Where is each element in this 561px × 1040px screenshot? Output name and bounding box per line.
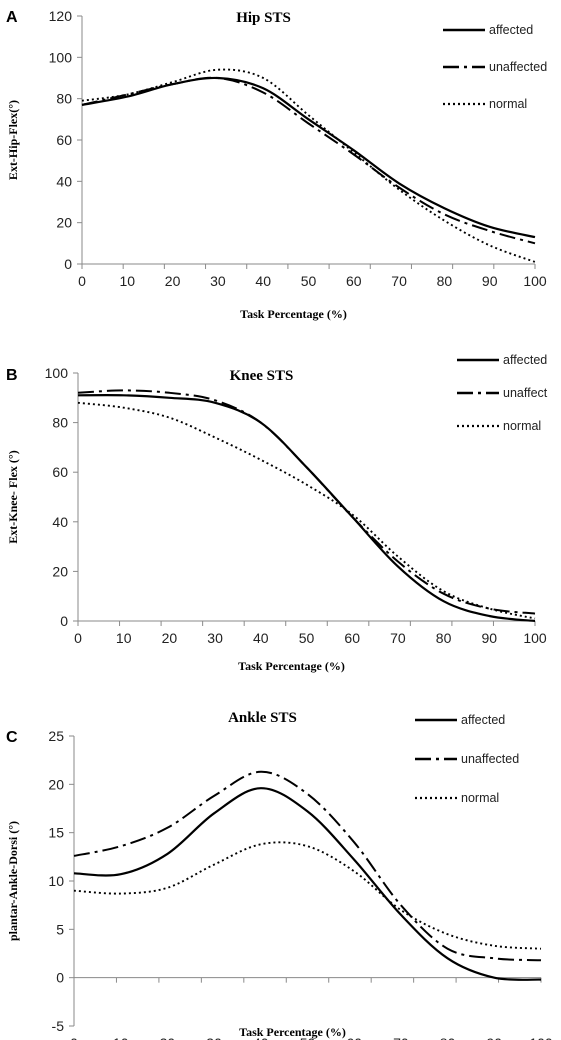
panel-c-x-tick-label: 40 bbox=[253, 1035, 269, 1040]
panel-c-x-tick-label: 60 bbox=[346, 1035, 362, 1040]
panel-a-y-tick-label: 80 bbox=[56, 91, 72, 107]
panel-c-series-normal bbox=[73, 841, 542, 950]
panel-c-x-tick-label: 0 bbox=[70, 1035, 78, 1040]
panel-b-x-label: Task Percentage (%) bbox=[238, 659, 345, 673]
panel-a-x-tick-label: 50 bbox=[301, 273, 317, 289]
panel-c: C -5 0 5 10 15 20 25 0 10 20 30 40 50 60 70 80 90 100 Ankle… bbox=[6, 710, 553, 1040]
panel-c-legend-label: unaffected bbox=[461, 752, 519, 766]
panel-c-x-tick-label: 20 bbox=[160, 1035, 176, 1040]
panel-c-legend-label: normal bbox=[461, 791, 499, 805]
panel-c-series-affected bbox=[73, 787, 542, 981]
panel-b-x-tick-label: 20 bbox=[162, 630, 178, 646]
panel-a-title: Hip STS bbox=[236, 10, 291, 26]
panel-b-x-tick-label: 100 bbox=[523, 630, 547, 646]
panel-a-x-label: Task Percentage (%) bbox=[240, 307, 347, 321]
panel-b: B 0 20 40 60 80 100 0 10 20 30 40 50 60 70 80 90 100 Knee … bbox=[6, 353, 548, 673]
panel-a-x-tick-label: 0 bbox=[78, 273, 86, 289]
panel-b-y-label: Ext-Knee- Flex (°) bbox=[6, 450, 20, 543]
panel-b-x-tick-label: 40 bbox=[253, 630, 269, 646]
panel-c-y-tick-label: 5 bbox=[56, 921, 64, 937]
panel-b-x-tick-label: 70 bbox=[390, 630, 406, 646]
panel-b-letter: B bbox=[6, 367, 18, 384]
panel-c-x-tick-label: 90 bbox=[487, 1035, 503, 1040]
panel-a-x-tick-label: 40 bbox=[255, 273, 271, 289]
panel-c-series-unaffected bbox=[73, 770, 542, 962]
panel-c-x-tick-label: 30 bbox=[206, 1035, 222, 1040]
panel-a-x-tick-label: 70 bbox=[391, 273, 407, 289]
panel-c-x-tick-label: 70 bbox=[393, 1035, 409, 1040]
panel-c-letter: C bbox=[6, 729, 18, 746]
panel-a-legend-label: affected bbox=[489, 23, 533, 37]
panel-b-y-tick-label: 20 bbox=[52, 563, 68, 579]
panel-c-y-tick-label: 15 bbox=[48, 825, 64, 841]
panel-c-legend: affected unaffected normal bbox=[415, 713, 519, 805]
panel-c-y-tick-label: 0 bbox=[56, 970, 64, 986]
panel-b-y-tick-label: 0 bbox=[60, 613, 68, 629]
panel-a-x-tick-label: 80 bbox=[437, 273, 453, 289]
panel-a-y-tick-label: 20 bbox=[56, 215, 72, 231]
panel-a-series-normal bbox=[81, 68, 536, 263]
panel-b-legend: affected unaffect normal bbox=[457, 353, 548, 433]
panel-a-series-affected bbox=[81, 76, 536, 239]
panel-b-x-tick-label: 90 bbox=[482, 630, 498, 646]
panel-c-x-tick-label: 100 bbox=[529, 1035, 553, 1040]
panel-a-x-tick-label: 100 bbox=[523, 273, 547, 289]
panel-b-legend-label: normal bbox=[503, 419, 541, 433]
panel-a-x-tick-label: 90 bbox=[482, 273, 498, 289]
panel-b-title: Knee STS bbox=[230, 368, 294, 384]
panel-a-y-label: Ext-Hip-Flex(°) bbox=[6, 100, 20, 180]
panel-b-y-tick-label: 80 bbox=[52, 415, 68, 431]
panel-c-title: Ankle STS bbox=[228, 710, 297, 726]
panel-a-x-tick-label: 30 bbox=[210, 273, 226, 289]
panel-c-x-label: Task Percentage (%) bbox=[239, 1025, 346, 1039]
panel-a-x-tick-label: 60 bbox=[346, 273, 362, 289]
panel-c-legend-label: affected bbox=[461, 713, 505, 727]
panel-a-legend: affected unaffected normal bbox=[443, 23, 547, 111]
panel-b-x-tick-label: 30 bbox=[207, 630, 223, 646]
panel-a-letter: A bbox=[6, 9, 18, 26]
panel-b-legend-label: unaffect bbox=[503, 386, 548, 400]
panel-b-x-tick-label: 60 bbox=[344, 630, 360, 646]
panel-c-y-tick-label: -5 bbox=[52, 1018, 65, 1034]
panel-a-y-tick-label: 40 bbox=[56, 173, 72, 189]
panel-b-x-tick-label: 50 bbox=[299, 630, 315, 646]
panel-c-y-tick-label: 25 bbox=[48, 728, 64, 744]
panel-a-legend-label: normal bbox=[489, 97, 527, 111]
panel-c-y-label: plantar-Ankle-Dorsi (°) bbox=[6, 821, 20, 941]
panel-b-y-tick-label: 60 bbox=[52, 464, 68, 480]
panel-a-y-tick-label: 100 bbox=[49, 49, 73, 65]
panel-a-x-tick-label: 10 bbox=[120, 273, 136, 289]
panel-c-y-tick-label: 10 bbox=[48, 873, 64, 889]
panel-b-x-tick-label: 80 bbox=[436, 630, 452, 646]
panel-c-x-tick-label: 10 bbox=[113, 1035, 129, 1040]
panel-a-series-unaffected bbox=[81, 76, 536, 245]
panel-b-series-affected bbox=[77, 394, 536, 623]
panel-a-y-tick-label: 0 bbox=[64, 256, 72, 272]
panel-a-y-tick-label: 60 bbox=[56, 132, 72, 148]
panel-b-series-normal bbox=[77, 401, 536, 620]
panel-b-y-tick-label: 100 bbox=[45, 365, 69, 381]
panel-c-y-tick-label: 20 bbox=[48, 776, 64, 792]
panel-a-x-tick-label: 20 bbox=[165, 273, 181, 289]
panel-a-legend-label: unaffected bbox=[489, 60, 547, 74]
panel-c-x-tick-label: 50 bbox=[300, 1035, 316, 1040]
panel-c-x-tick-label: 80 bbox=[440, 1035, 456, 1040]
panel-b-y-tick-label: 40 bbox=[52, 514, 68, 530]
panel-b-legend-label: affected bbox=[503, 353, 547, 367]
panel-a-y-tick-label: 120 bbox=[49, 8, 73, 24]
panel-b-x-tick-label: 10 bbox=[116, 630, 132, 646]
panel-b-x-tick-label: 0 bbox=[74, 630, 82, 646]
panel-a: A 0 20 40 60 80 100 120 0 10 20 30 40 50 60 70 80 90 100 Hi… bbox=[6, 8, 547, 321]
panel-b-series-unaffect bbox=[77, 389, 536, 615]
